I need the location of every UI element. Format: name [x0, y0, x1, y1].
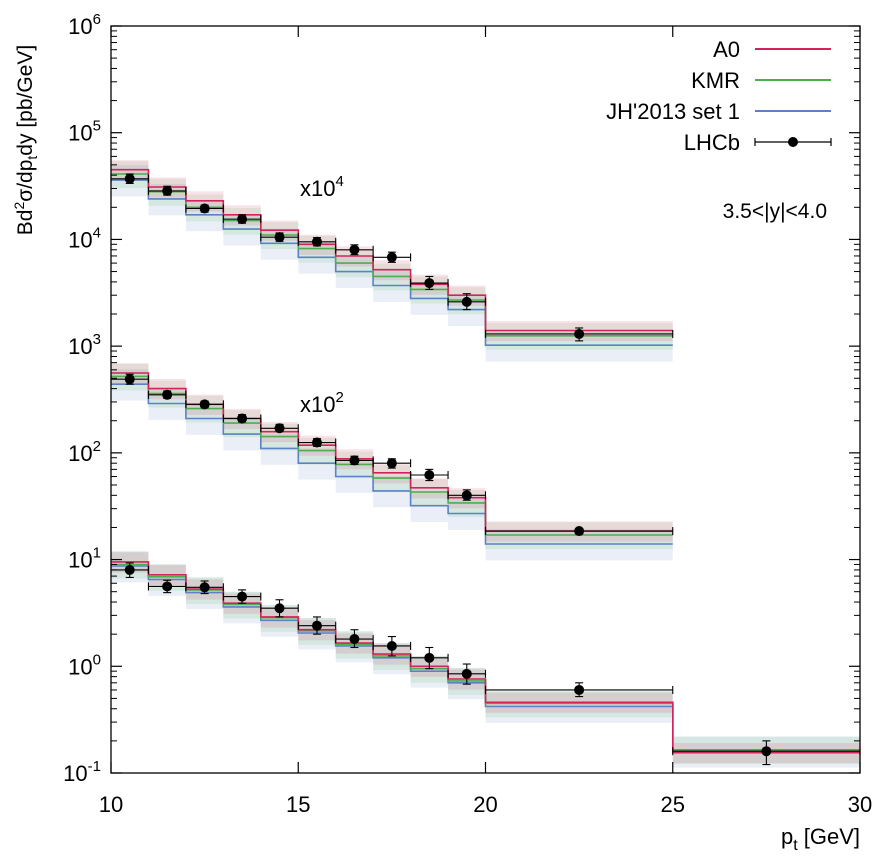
data-point-scaled-100-7 — [386, 458, 397, 469]
x-axis-label: pt [GeV] — [781, 824, 860, 854]
data-point-scaled-1-3 — [237, 591, 248, 602]
step-line-scaled-100-jh2013set1 — [111, 383, 673, 545]
legend-label-kmr: KMR — [691, 68, 740, 93]
plot-frame — [110, 25, 861, 774]
data-point-scaled-1-1 — [162, 581, 173, 592]
data-point-scaled-1-7 — [386, 640, 397, 651]
scale-factor-label-scaled-10000: x104 — [300, 173, 344, 201]
scale-factor-label-scaled-100: x102 — [300, 389, 344, 417]
x-tick-label: 20 — [473, 792, 497, 817]
data-point-scaled-100-8 — [424, 470, 435, 481]
data-point-scaled-1-9 — [461, 668, 472, 679]
axis-labels: 10-1 100 101 102 103 104 105 106 10 15 20 25 30 pt [G… — [11, 11, 872, 854]
data-point-scaled-1-5 — [311, 620, 322, 631]
legend: A0 KMR JH'2013 set 1 LHCb — [606, 37, 832, 155]
legend-label-jh2013set1: JH'2013 set 1 — [606, 99, 740, 124]
data-point-scaled-100-6 — [349, 455, 360, 466]
theory-step-lines — [111, 168, 860, 754]
x-tick-label: 25 — [661, 792, 685, 817]
data-point-scaled-10000-9 — [461, 296, 472, 307]
legend-swatch-point — [788, 137, 798, 147]
annotations: 3.5<|y|<4.0 x104 x102 — [300, 173, 827, 417]
data-point-scaled-100-2 — [199, 399, 210, 410]
x-tick-label: 10 — [99, 792, 123, 817]
data-point-scaled-10000-1 — [162, 185, 173, 196]
data-point-scaled-10000-0 — [124, 173, 135, 184]
data-point-scaled-1-2 — [199, 582, 210, 593]
data-point-scaled-100-3 — [237, 413, 248, 424]
data-point-scaled-10000-8 — [424, 278, 435, 289]
y-axis-label: Bd2σ/dptdy [pb/GeV] — [11, 45, 40, 235]
legend-label-lhcb: LHCb — [684, 130, 740, 155]
rapidity-label: 3.5<|y|<4.0 — [723, 200, 827, 223]
data-point-scaled-100-9 — [461, 490, 472, 501]
data-point-scaled-100-10 — [574, 526, 585, 537]
legend-label-a0: A0 — [713, 37, 740, 62]
data-point-scaled-10000-10 — [574, 328, 585, 339]
data-point-scaled-1-11 — [761, 746, 772, 757]
data-point-scaled-100-1 — [162, 389, 173, 400]
data-point-scaled-100-5 — [311, 437, 322, 448]
y-tick-label: 10-1 — [63, 758, 101, 786]
y-tick-label: 100 — [68, 651, 101, 679]
y-tick-label: 106 — [68, 11, 101, 39]
data-point-scaled-1-0 — [124, 564, 135, 575]
data-point-scaled-1-4 — [274, 603, 285, 614]
data-point-scaled-1-10 — [574, 684, 585, 695]
data-point-scaled-10000-2 — [199, 203, 210, 214]
data-point-scaled-10000-5 — [311, 236, 322, 247]
y-tick-label: 105 — [68, 118, 101, 146]
data-point-scaled-1-8 — [424, 652, 435, 663]
y-tick-label: 103 — [68, 331, 101, 359]
y-tick-label: 104 — [68, 224, 101, 252]
data-point-scaled-10000-3 — [237, 214, 248, 225]
y-tick-label: 101 — [68, 545, 101, 573]
data-point-scaled-100-0 — [124, 374, 135, 385]
y-tick-label: 102 — [68, 438, 101, 466]
axis-ticks — [110, 25, 861, 774]
data-point-scaled-10000-7 — [386, 252, 397, 263]
data-point-scaled-1-6 — [349, 634, 360, 645]
x-tick-label: 15 — [286, 792, 310, 817]
data-point-scaled-10000-6 — [349, 244, 360, 255]
x-tick-label: 30 — [848, 792, 872, 817]
data-point-scaled-10000-4 — [274, 232, 285, 243]
lhcb-data-points — [110, 173, 861, 766]
data-point-scaled-100-4 — [274, 423, 285, 434]
